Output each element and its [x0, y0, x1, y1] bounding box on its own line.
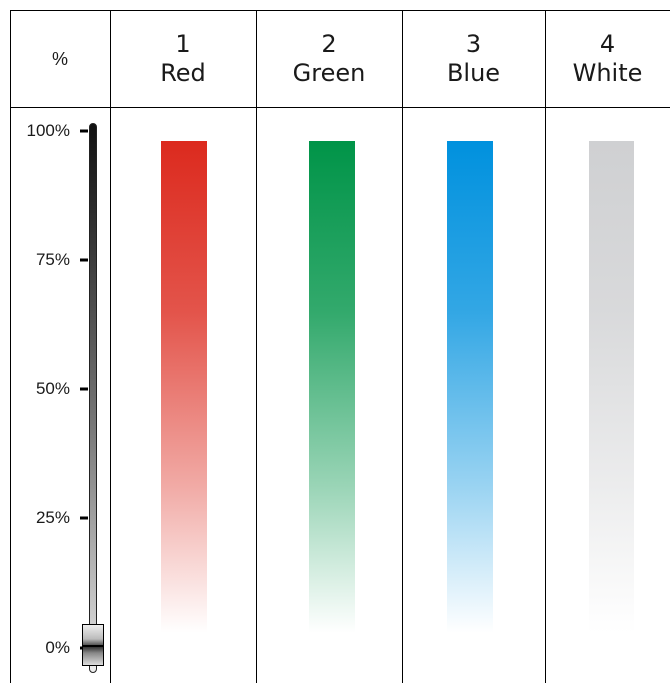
channel-name: Green — [292, 59, 366, 87]
channel-header-red: 1 Red — [110, 10, 256, 108]
tick-label-75: 75% — [35, 250, 70, 269]
channel-name: Blue — [446, 59, 501, 87]
channel-name: Red — [160, 59, 206, 87]
percent-header-cell: % — [10, 10, 110, 108]
white-intensity-bar — [589, 141, 634, 633]
blue-intensity-bar — [447, 141, 493, 633]
left-border — [10, 10, 11, 683]
fader-track[interactable] — [89, 123, 97, 673]
column-divider-2 — [256, 10, 257, 683]
tick-label-100: 100% — [26, 121, 70, 140]
tick-mark-100 — [80, 129, 88, 133]
tick-label-0: 0% — [45, 638, 70, 657]
column-divider-1 — [110, 10, 111, 683]
tick-mark-75 — [80, 258, 88, 262]
red-intensity-bar — [161, 141, 207, 633]
header-divider — [10, 107, 670, 108]
channel-name: White — [572, 59, 643, 87]
green-intensity-bar — [309, 141, 355, 633]
tick-mark-50 — [80, 387, 88, 391]
channel-number: 2 — [321, 30, 337, 58]
fader-knob[interactable] — [82, 624, 104, 666]
channel-header-green: 2 Green — [256, 10, 402, 108]
column-divider-4 — [545, 10, 546, 683]
tick-label-50: 50% — [35, 379, 70, 398]
channel-header-white: 4 White — [545, 10, 670, 108]
channel-number: 4 — [599, 30, 616, 58]
tick-label-25: 25% — [35, 508, 70, 527]
channel-header-blue: 3 Blue — [402, 10, 545, 108]
top-border — [10, 10, 670, 11]
channel-number: 3 — [465, 30, 482, 58]
percent-header: % — [51, 48, 68, 69]
tick-mark-25 — [80, 516, 88, 520]
channel-number: 1 — [175, 30, 191, 58]
column-divider-3 — [402, 10, 403, 683]
